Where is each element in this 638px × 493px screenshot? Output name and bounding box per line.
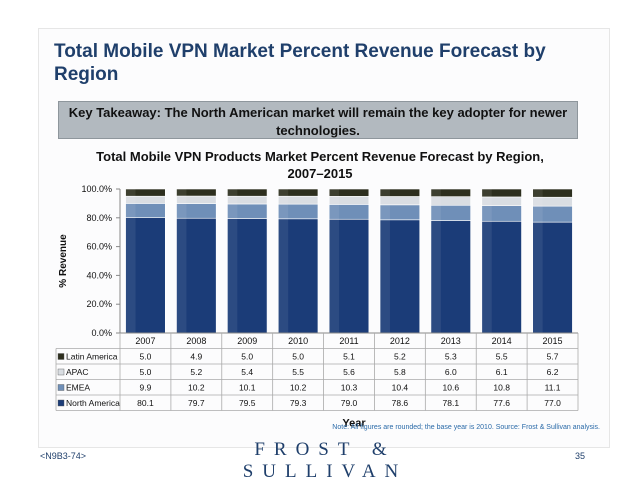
table-cell-value: 6.1	[496, 367, 508, 377]
x-tick-label: 2014	[492, 336, 512, 346]
table-cell-value: 5.5	[292, 367, 304, 377]
table-cell-value: 5.0	[292, 352, 304, 362]
legend-swatch-emea	[57, 384, 65, 391]
table-cell-value: 5.8	[394, 367, 406, 377]
table-cell-value: 6.0	[445, 367, 457, 377]
bar-segment-north-america	[430, 220, 471, 334]
table-cell-value: 10.8	[493, 383, 510, 393]
legend-label: North America	[66, 398, 120, 408]
bar-highlight	[329, 189, 340, 333]
table-cell-value: 9.9	[140, 383, 152, 393]
chart-title: Total Mobile VPN Products Market Percent…	[96, 149, 544, 181]
table-cell-value: 77.6	[493, 398, 510, 408]
y-tick-label: 80.0%	[86, 213, 112, 223]
table-cell-value: 10.2	[188, 383, 205, 393]
legend-swatch-apac	[57, 368, 65, 376]
bar-segment-north-america	[277, 218, 319, 334]
table-cell-value: 79.3	[290, 398, 307, 408]
table-cell-value: 10.2	[290, 383, 307, 393]
y-tick-label: 60.0%	[86, 242, 112, 252]
x-tick-label: 2009	[237, 336, 257, 346]
bar-segment-latin-america	[481, 188, 522, 198]
x-tick-label: 2007	[135, 336, 155, 346]
table-cell-value: 79.5	[239, 398, 256, 408]
bar-segment-north-america	[532, 221, 573, 334]
bar-segment-north-america	[176, 217, 217, 334]
y-tick-label: 40.0%	[86, 270, 112, 280]
x-tick-label: 2011	[339, 336, 358, 346]
table-cell-value: 5.0	[241, 352, 253, 362]
table-cell-value: 4.9	[190, 352, 202, 362]
bar-highlight	[532, 189, 543, 333]
source-note: Note: All figures are rounded; the base …	[332, 424, 600, 431]
table-cell-value: 10.1	[239, 383, 256, 393]
x-axis-label: Year	[342, 418, 366, 430]
bar-highlight	[430, 189, 441, 333]
bar-segment-north-america	[328, 218, 370, 334]
frost-sullivan-logo: FROST & SULLIVAN	[242, 439, 408, 482]
x-tick-label: 2008	[186, 336, 206, 346]
table-cell-value: 5.2	[394, 352, 406, 362]
table-cell-value: 5.0	[140, 367, 152, 377]
bar-highlight	[227, 189, 238, 333]
bar-highlight	[481, 189, 492, 333]
y-axis-label: % Revenue	[58, 234, 69, 288]
table-cell-value: 5.3	[445, 352, 457, 362]
bar-highlight	[380, 189, 390, 333]
x-tick-label: 2010	[288, 336, 308, 346]
bar-segment-latin-america	[328, 188, 370, 197]
bar-highlight	[278, 189, 289, 333]
table-cell-value: 5.1	[343, 352, 355, 362]
table-cell-value: 5.6	[343, 367, 355, 377]
slide-title: Total Mobile VPN Market Percent Revenue …	[54, 41, 546, 85]
bar-segment-north-america	[125, 217, 166, 334]
legend-label: Latin America	[66, 352, 118, 362]
bar-segment-latin-america	[277, 188, 319, 197]
table-cell-value: 10.3	[341, 383, 358, 393]
table-cell-value: 5.4	[241, 367, 253, 377]
x-tick-label: 2013	[441, 336, 461, 346]
legend-swatch-north-america	[57, 399, 65, 407]
table-cell-value: 10.4	[392, 383, 409, 393]
bar-segment-latin-america	[379, 188, 421, 197]
bar-highlight	[176, 189, 187, 333]
bar-segment-latin-america	[532, 188, 573, 198]
bar-segment-north-america	[481, 220, 522, 334]
bar-segment-latin-america	[430, 188, 471, 197]
y-tick-label: 20.0%	[86, 299, 112, 309]
bar-highlight	[125, 189, 136, 333]
table-cell-value: 10.6	[443, 383, 460, 393]
table-cell-value: 11.1	[545, 383, 561, 393]
table-cell-value: 78.6	[392, 398, 409, 408]
table-cell-value: 77.0	[544, 398, 561, 408]
page-number: 35	[575, 451, 586, 461]
table-cell-value: 6.2	[547, 367, 559, 377]
bar-segment-north-america	[379, 219, 421, 334]
legend-swatch-latin-america	[57, 353, 65, 360]
table-cell-value: 5.7	[547, 352, 559, 362]
table-cell-value: 5.2	[190, 367, 202, 377]
key-takeaway-box: Key Takeaway: The North American market …	[58, 101, 578, 139]
legend-label: APAC	[66, 367, 89, 377]
x-tick-label: 2012	[390, 336, 410, 346]
footer-code: <N9B3-74>	[40, 451, 87, 461]
bar-segment-latin-america	[125, 188, 166, 197]
table-cell-value: 78.1	[443, 398, 460, 408]
legend-label: EMEA	[66, 383, 90, 393]
x-tick-label: 2015	[543, 336, 563, 346]
table-cell-value: 5.0	[140, 352, 152, 362]
table-cell-value: 79.7	[188, 398, 205, 408]
bar-segment-latin-america	[227, 188, 268, 197]
bar-segment-north-america	[227, 218, 268, 334]
table-cell-value: 80.1	[137, 398, 154, 408]
table-cell-value: 79.0	[341, 398, 358, 408]
bar-segment-latin-america	[176, 188, 217, 197]
table-cell-value: 5.5	[496, 352, 508, 362]
y-tick-label: 100.0%	[81, 184, 112, 194]
y-tick-label: 0.0%	[91, 328, 112, 338]
